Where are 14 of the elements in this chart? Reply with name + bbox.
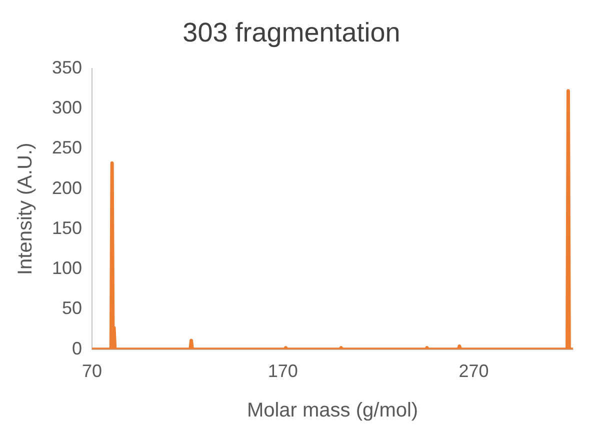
x-axis-title: Molar mass (g/mol) <box>246 400 418 422</box>
y-tick-label: 50 <box>62 298 82 318</box>
y-tick-label: 350 <box>52 57 82 78</box>
y-tick-label: 0 <box>72 338 82 358</box>
chart-title: 303 fragmentation <box>182 18 400 48</box>
x-tick-label: 70 <box>82 361 102 382</box>
x-tick-label: 170 <box>268 361 298 382</box>
y-tick-label: 150 <box>52 218 82 238</box>
x-tick-label: 270 <box>458 361 489 382</box>
y-tick-label: 100 <box>52 258 82 278</box>
y-tick-label: 250 <box>52 138 82 158</box>
y-axis-title: Intensity (A.U.) <box>14 142 37 276</box>
y-tick-label: 300 <box>52 98 82 118</box>
y-tick-label: 200 <box>52 178 82 198</box>
